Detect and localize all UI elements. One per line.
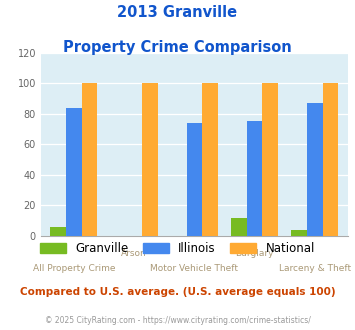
Bar — [291, 230, 307, 236]
Text: Burglary: Burglary — [235, 249, 274, 258]
Bar — [186, 123, 202, 236]
Text: Arson: Arson — [121, 249, 147, 258]
Bar — [247, 121, 262, 236]
Legend: Granville, Illinois, National: Granville, Illinois, National — [36, 237, 320, 260]
Text: Motor Vehicle Theft: Motor Vehicle Theft — [151, 264, 238, 273]
Bar — [66, 108, 82, 236]
Bar — [142, 83, 158, 236]
Text: All Property Crime: All Property Crime — [33, 264, 115, 273]
Text: Property Crime Comparison: Property Crime Comparison — [63, 40, 292, 55]
Text: 2013 Granville: 2013 Granville — [118, 5, 237, 20]
Bar — [82, 83, 97, 236]
Text: Compared to U.S. average. (U.S. average equals 100): Compared to U.S. average. (U.S. average … — [20, 287, 335, 297]
Bar — [202, 83, 218, 236]
Bar — [231, 218, 247, 236]
Bar — [262, 83, 278, 236]
Bar — [50, 227, 66, 236]
Bar — [307, 103, 323, 236]
Text: Larceny & Theft: Larceny & Theft — [279, 264, 351, 273]
Bar — [323, 83, 338, 236]
Text: © 2025 CityRating.com - https://www.cityrating.com/crime-statistics/: © 2025 CityRating.com - https://www.city… — [45, 316, 310, 325]
